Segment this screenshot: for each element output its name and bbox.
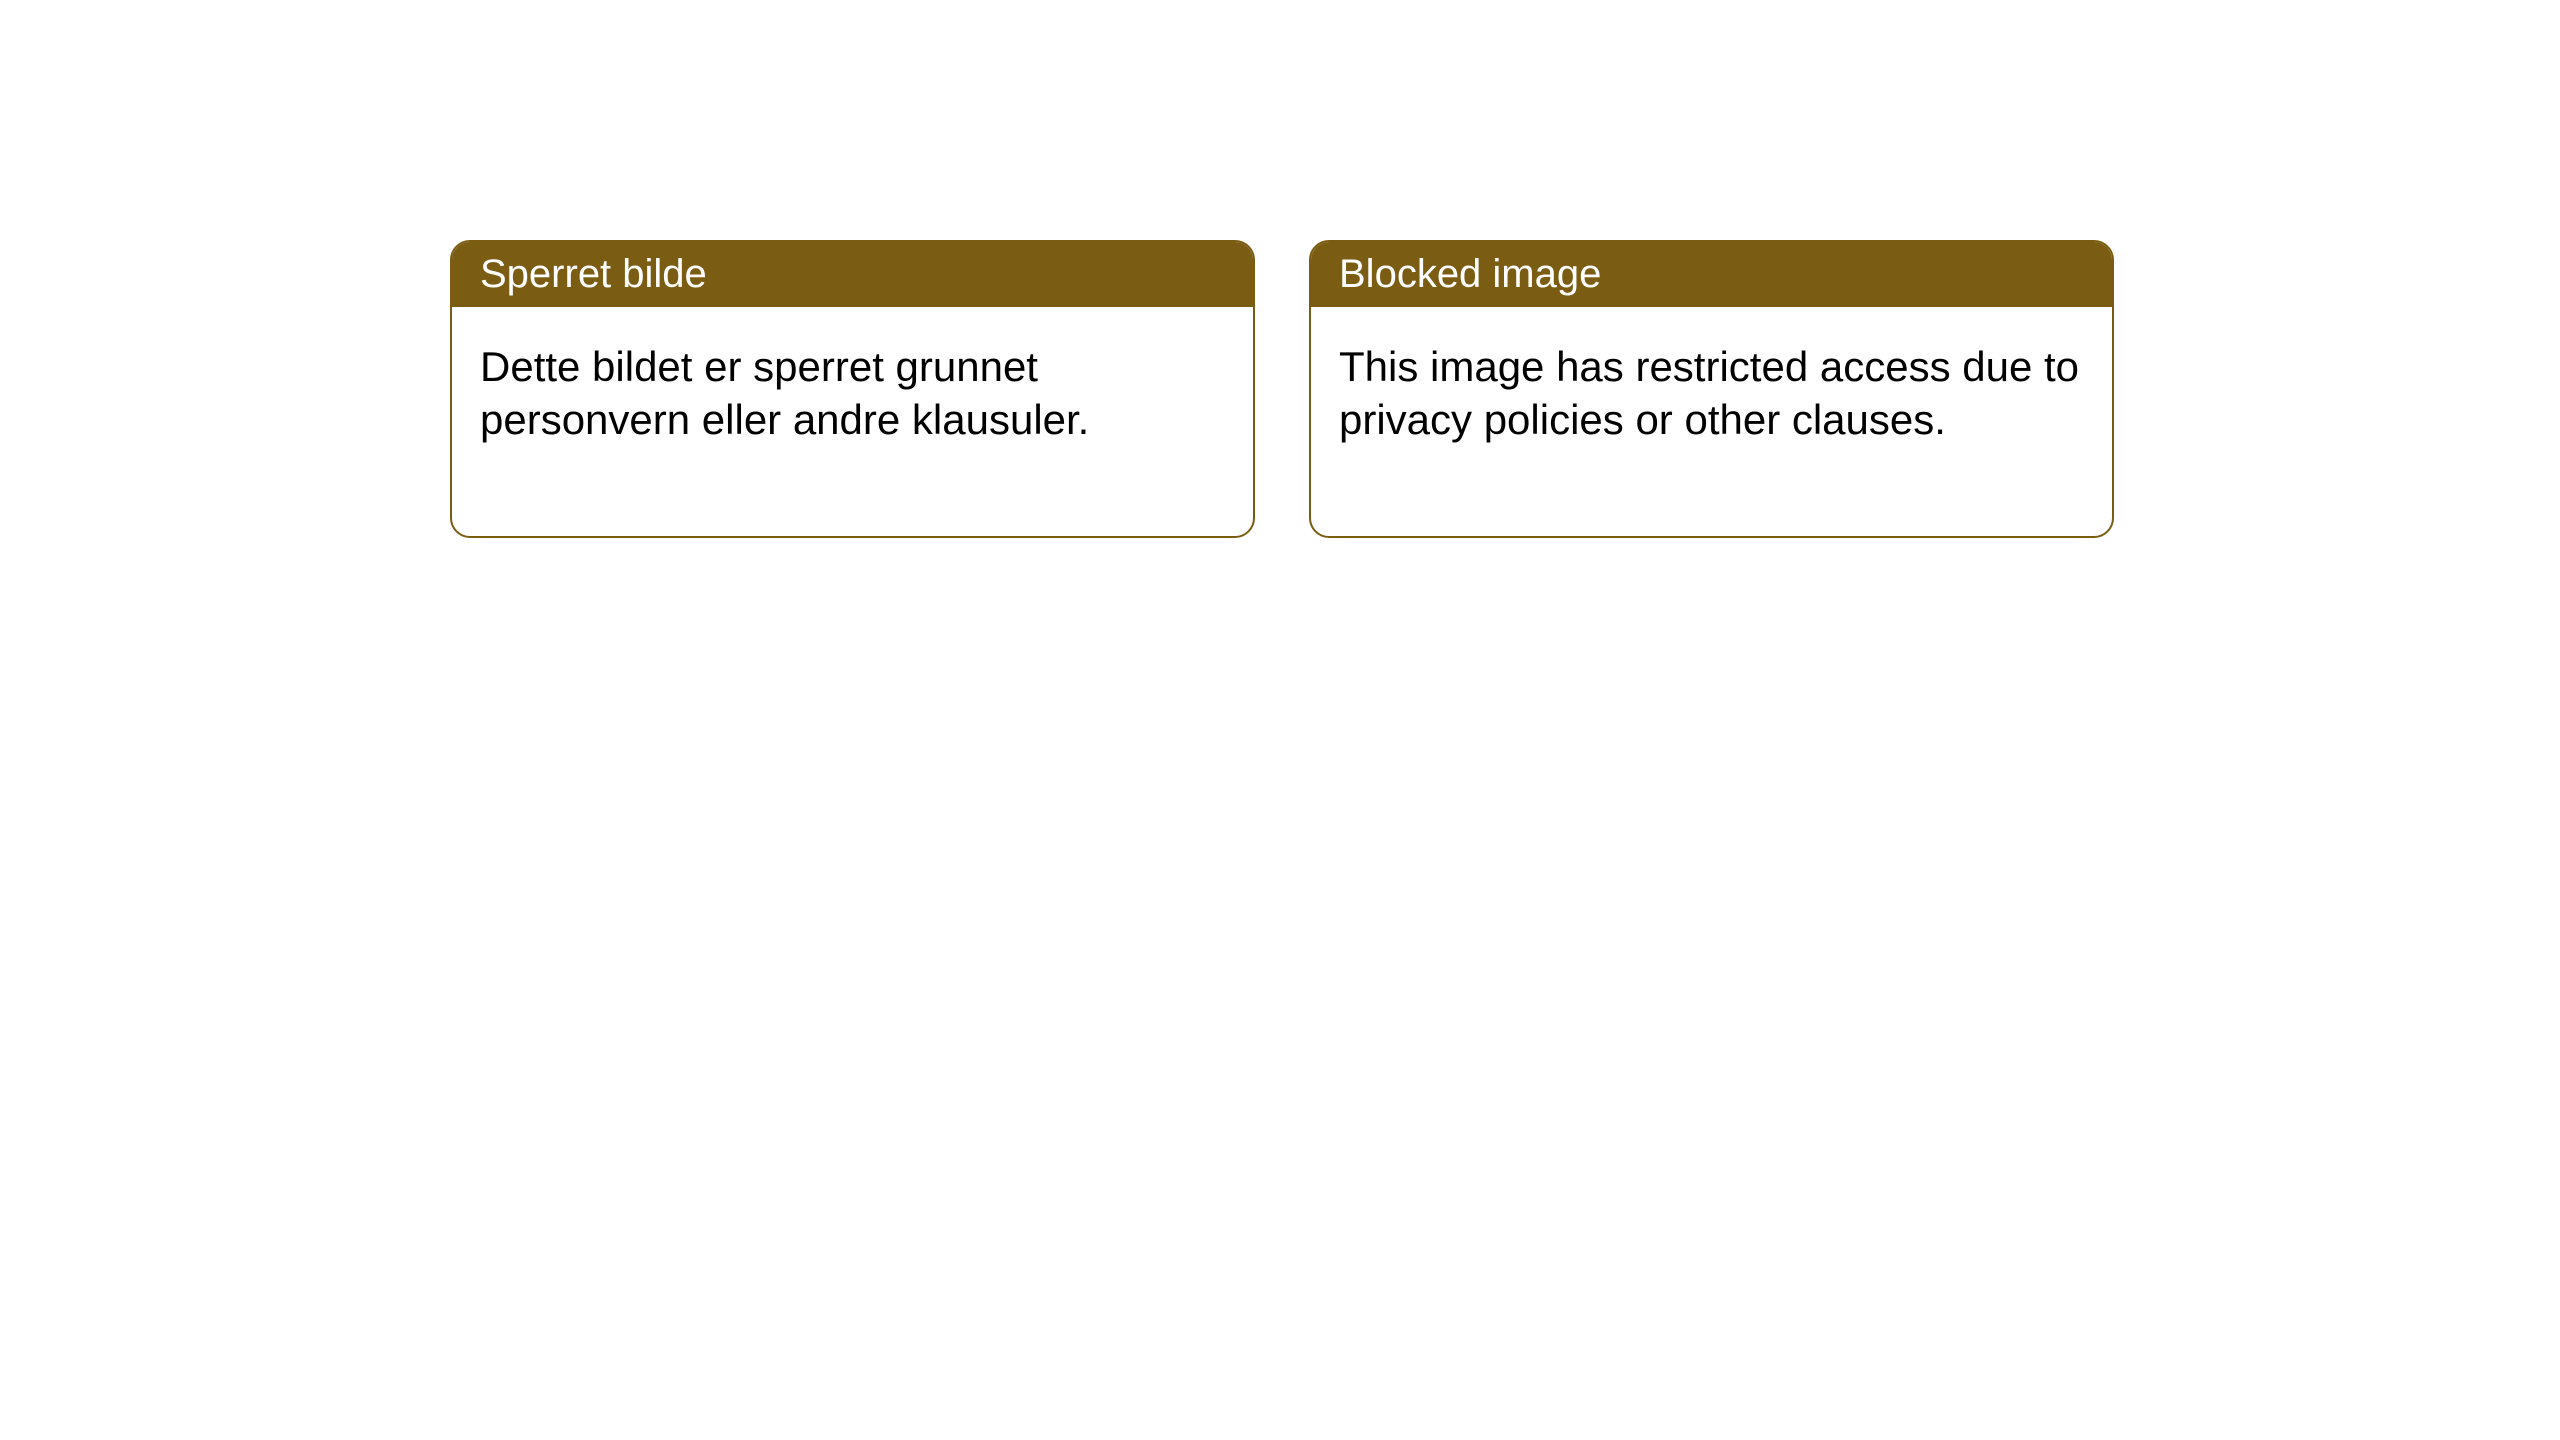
card-title: Blocked image <box>1339 252 1601 296</box>
notice-cards-container: Sperret bilde Dette bildet er sperret gr… <box>450 240 2114 538</box>
notice-card-english: Blocked image This image has restricted … <box>1309 240 2114 538</box>
card-body: Dette bildet er sperret grunnet personve… <box>452 307 1253 536</box>
card-title: Sperret bilde <box>480 252 707 296</box>
notice-card-norwegian: Sperret bilde Dette bildet er sperret gr… <box>450 240 1255 538</box>
card-header: Sperret bilde <box>452 242 1253 307</box>
card-header: Blocked image <box>1311 242 2112 307</box>
card-body-text: Dette bildet er sperret grunnet personve… <box>480 343 1089 443</box>
card-body: This image has restricted access due to … <box>1311 307 2112 536</box>
card-body-text: This image has restricted access due to … <box>1339 343 2079 443</box>
